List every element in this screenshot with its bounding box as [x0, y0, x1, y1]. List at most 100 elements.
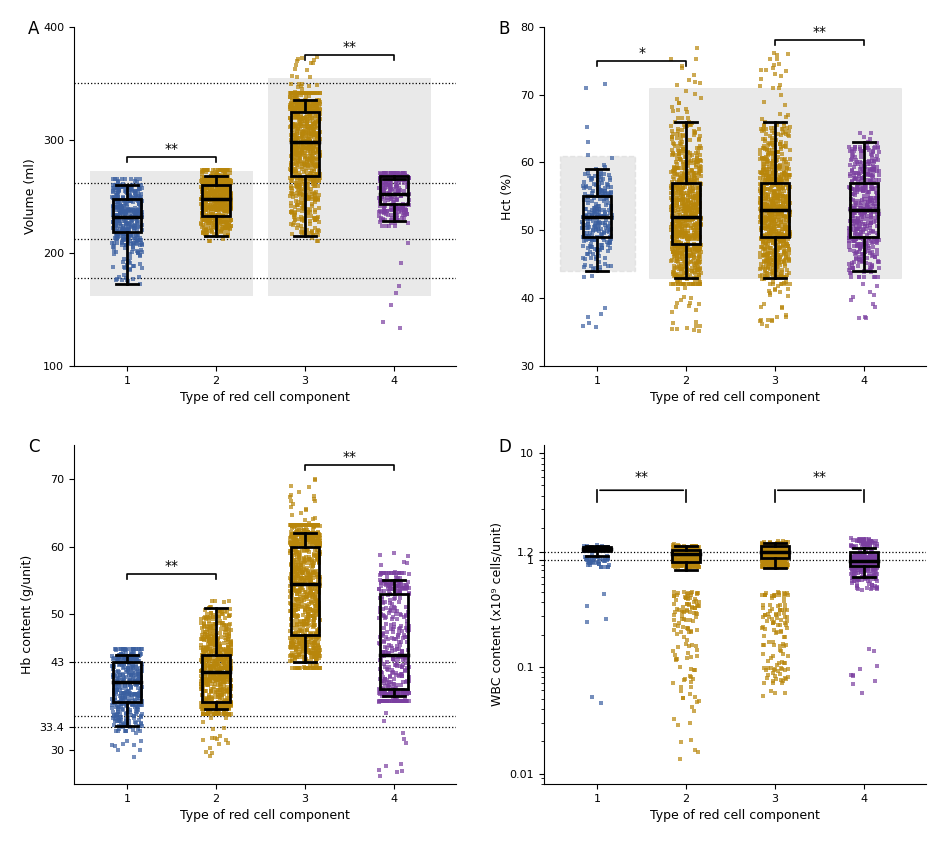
Point	[220, 205, 235, 218]
Point	[679, 548, 694, 561]
Point	[122, 203, 137, 217]
Point	[210, 701, 225, 714]
Point	[592, 170, 607, 184]
Point	[693, 239, 708, 252]
Point	[105, 185, 120, 199]
Point	[291, 195, 306, 208]
Point	[587, 205, 602, 218]
Point	[758, 550, 773, 564]
Point	[293, 527, 308, 540]
Point	[129, 705, 144, 718]
Point	[665, 200, 680, 213]
Point	[209, 733, 224, 746]
Point	[777, 271, 792, 284]
Point	[205, 696, 220, 710]
Point	[667, 558, 682, 572]
Point	[754, 313, 769, 326]
Point	[287, 86, 302, 99]
Point	[298, 102, 313, 115]
Point	[758, 539, 773, 552]
Point	[291, 620, 306, 634]
Point	[202, 652, 217, 665]
Point	[864, 148, 879, 161]
Point	[379, 694, 394, 707]
Point	[313, 86, 328, 99]
Point	[681, 551, 696, 565]
Point	[849, 204, 865, 217]
Point	[290, 593, 305, 607]
Point	[756, 547, 771, 561]
Point	[285, 102, 300, 115]
Point	[123, 677, 138, 690]
Point	[761, 228, 777, 242]
Point	[765, 169, 780, 182]
Point	[849, 550, 864, 564]
Point	[391, 584, 406, 598]
Point	[304, 647, 319, 660]
Point	[858, 180, 873, 193]
Point	[780, 670, 795, 684]
Point	[776, 139, 791, 153]
Point	[213, 202, 228, 216]
Point	[780, 190, 795, 203]
Point	[391, 595, 406, 609]
Point	[589, 214, 604, 228]
Point	[764, 557, 779, 571]
Point	[284, 181, 299, 195]
Point	[772, 207, 787, 220]
Point	[754, 221, 769, 234]
Point	[388, 219, 403, 233]
Point	[673, 237, 688, 250]
Point	[684, 550, 699, 563]
Point	[108, 215, 123, 228]
Point	[211, 668, 226, 682]
Point	[857, 204, 872, 217]
Point	[685, 164, 700, 178]
Point	[778, 251, 794, 265]
Point	[769, 257, 784, 271]
Point	[755, 647, 770, 661]
Point	[670, 254, 685, 267]
Point	[671, 616, 687, 630]
Bar	[849, 552, 878, 566]
Point	[864, 557, 879, 571]
Point	[863, 538, 878, 551]
Point	[108, 232, 123, 245]
Point	[759, 153, 775, 167]
Point	[676, 244, 691, 257]
Point	[200, 198, 215, 212]
Point	[212, 213, 227, 227]
Point	[202, 188, 217, 201]
Point	[201, 193, 216, 207]
Point	[693, 239, 708, 252]
Point	[680, 277, 695, 290]
Point	[764, 603, 779, 616]
Point	[304, 596, 319, 609]
Point	[765, 277, 780, 290]
Point	[199, 611, 214, 625]
Point	[604, 208, 619, 222]
Point	[125, 698, 140, 711]
Point	[761, 556, 777, 569]
Point	[119, 685, 134, 698]
Point	[673, 545, 688, 558]
Point	[290, 617, 305, 631]
Point	[672, 228, 688, 241]
Point	[763, 226, 778, 239]
Point	[689, 233, 705, 246]
Point	[299, 610, 314, 624]
Point	[215, 167, 230, 180]
Point	[296, 660, 312, 674]
Point	[777, 539, 792, 552]
Point	[762, 556, 777, 569]
Point	[844, 561, 859, 575]
Point	[311, 647, 326, 660]
Point	[685, 261, 700, 275]
Point	[760, 252, 776, 266]
Point	[689, 559, 705, 572]
Point	[208, 200, 223, 213]
Point	[305, 118, 320, 132]
Point	[867, 560, 882, 573]
Point	[306, 175, 321, 188]
Point	[864, 208, 879, 222]
